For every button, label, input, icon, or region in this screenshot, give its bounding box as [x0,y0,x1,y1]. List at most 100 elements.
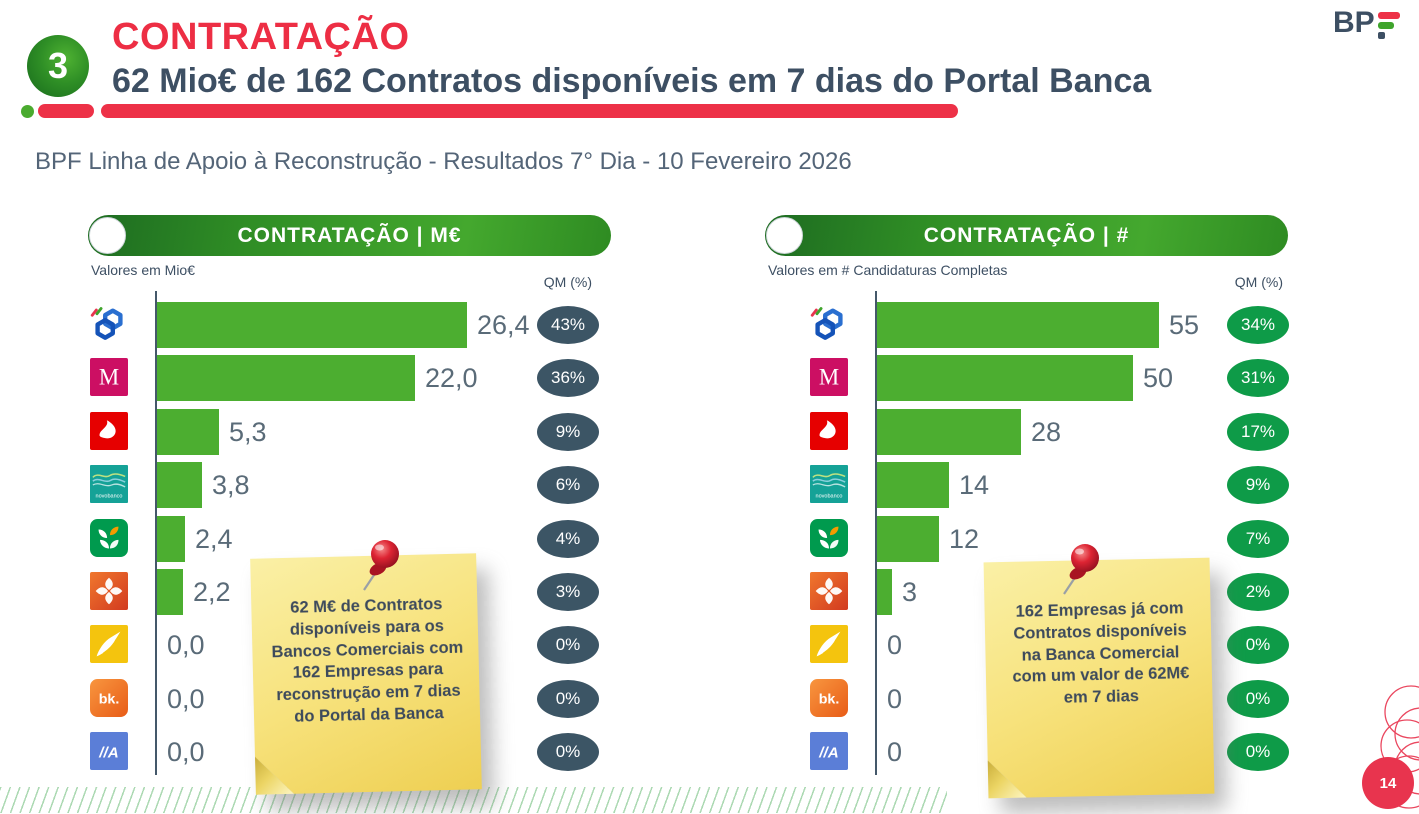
bar-value-label: 2,4 [195,523,233,554]
underline-short-bar-decoration [38,104,94,118]
qm-badge: 0% [1227,679,1289,718]
slide-subtitle: 62 Mio€ de 162 Contratos disponíveis em … [112,62,1152,100]
credito-agricola-logo [810,518,848,557]
svg-text:bk.: bk. [99,691,120,707]
value-bar [877,408,1021,455]
qm-badge: 31% [1227,359,1289,398]
chart-title-pill: CONTRATAÇÃO | # [765,215,1288,256]
bar-value-label: 14 [959,470,990,501]
bank-row: 26,4 43% [88,298,698,352]
svg-text://A: //A [818,745,838,762]
bar-value-label: 0,0 [167,737,205,768]
page-number-badge: 14 [1362,757,1414,809]
bar-value-label: 28 [1031,416,1062,447]
qm-badge: 4% [537,519,599,558]
svg-text:M: M [99,365,119,390]
bar-value-label: 22,0 [425,363,478,394]
bankinter-logo: bk. [810,678,848,717]
cgd-logo [90,305,128,343]
bank-row: novobanco 14 9% [765,458,1375,512]
bank-row: bk. 0,0 0% [88,672,698,726]
bar-value-label: 0,0 [167,683,205,714]
novobanco-logo: novobanco [810,465,848,504]
pushpin-icon [363,540,399,591]
pill-circle-decoration [89,217,126,254]
value-bar [877,462,949,509]
value-bar [157,408,219,455]
qm-badge: 0% [537,679,599,718]
chart-panel-count: CONTRATAÇÃO | # Valores em # Candidatura… [765,215,1375,795]
units-label: Valores em # Candidaturas Completas [768,262,1008,278]
bank-row: 5,3 9% [88,405,698,459]
section-number-badge: 3 [27,35,89,97]
santander-logo [810,411,848,450]
millennium-logo: M [90,358,128,397]
qm-badge: 7% [1227,519,1289,558]
qm-badge: 6% [537,466,599,505]
bar-value-label: 50 [1143,363,1174,394]
qm-badge: 9% [537,412,599,451]
bank-row: 3 2% [765,565,1375,619]
bank-row: 55 34% [765,298,1375,352]
qm-badge: 34% [1227,306,1289,344]
eurobic-logo [90,625,128,664]
value-bar [157,302,467,348]
bank-row: 12 7% [765,512,1375,566]
bank-row: novobanco 3,8 6% [88,458,698,512]
bank-row: 0 0% [765,618,1375,672]
value-bar [877,515,939,562]
millennium-logo: M [810,358,848,397]
slide-title: CONTRATAÇÃO [112,16,410,58]
qm-badge: 0% [537,626,599,665]
montepio-logo [90,572,128,610]
pill-circle-decoration [766,217,803,254]
svg-text:bk.: bk. [819,691,840,707]
value-bar [157,569,183,615]
bpf-logo: BP [1333,8,1400,39]
bar-value-label: 2,2 [193,577,231,607]
axis-line [155,291,157,775]
abanca-logo: //A [90,732,128,771]
value-bar [157,515,185,562]
qm-badge: 0% [1227,733,1289,772]
montepio-logo [810,572,848,610]
bar-value-label: 3,8 [212,470,250,501]
bank-row: //A 0,0 0% [88,725,698,779]
bankinter-logo: bk. [90,678,128,717]
chart-title-pill: CONTRATAÇÃO | M€ [88,215,611,256]
credito-agricola-logo [90,518,128,557]
value-bar [877,302,1159,348]
footer-hatch-decoration [0,787,947,813]
qm-badge: 0% [1227,626,1289,665]
qm-badge: 9% [1227,466,1289,505]
bar-value-label: 12 [949,523,980,554]
bank-row: 2,2 3% [88,565,698,619]
svg-text:M: M [819,365,839,390]
bank-row: 28 17% [765,405,1375,459]
bar-value-label: 0,0 [167,630,205,661]
underline-dot-decoration [21,105,34,118]
bpf-logo-text: BP [1333,6,1375,39]
qm-badge: 2% [1227,573,1289,611]
bar-value-label: 5,3 [229,416,267,447]
svg-text:novobanco: novobanco [96,493,123,499]
value-bar [157,355,415,402]
qm-badge: 3% [537,573,599,611]
units-label: Valores em Mio€ [91,262,196,278]
svg-text:novobanco: novobanco [816,493,843,499]
bpf-logo-f-icon [1377,12,1400,39]
santander-logo [90,411,128,450]
qm-badge: 0% [537,733,599,772]
value-bar [157,462,202,509]
qm-column-header: QM (%) [1234,274,1283,290]
context-line: BPF Linha de Apoio à Reconstrução - Resu… [35,148,852,175]
bar-value-label: 0 [887,630,903,661]
chart-title: CONTRATAÇÃO | # [923,223,1130,247]
qm-badge: 36% [537,359,599,398]
svg-text://A: //A [98,745,118,762]
abanca-logo: //A [810,732,848,771]
pushpin-icon [1063,544,1099,595]
bank-row: //A 0 0% [765,725,1375,779]
value-bar [877,355,1133,402]
